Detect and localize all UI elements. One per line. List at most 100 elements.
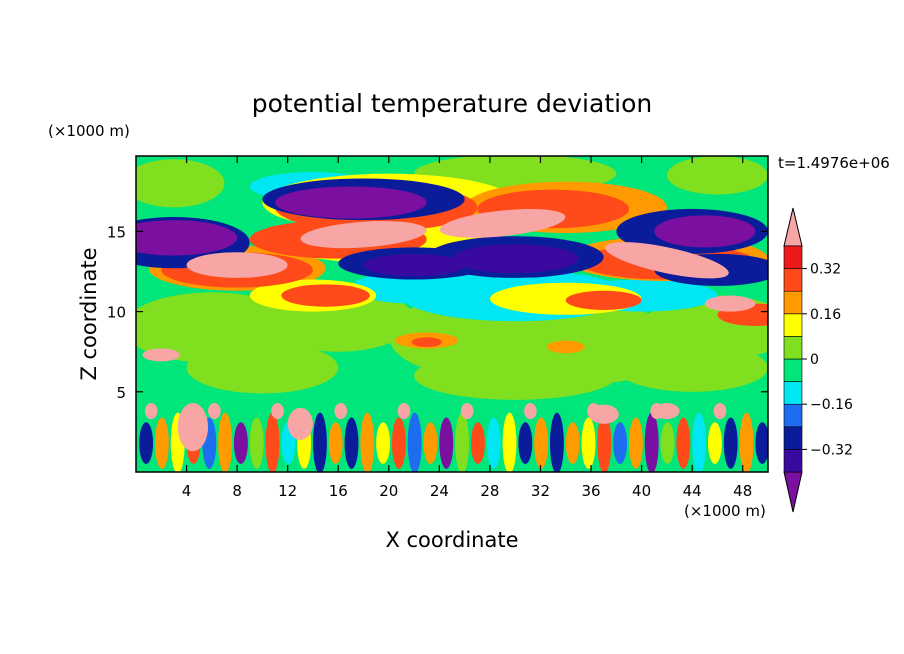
contour-patch xyxy=(518,422,533,464)
colorbar-band xyxy=(783,313,803,337)
contour-patch xyxy=(534,417,549,469)
contour-patch xyxy=(660,422,675,464)
colorbar-band xyxy=(783,336,803,360)
x-tick-label: 36 xyxy=(581,482,600,500)
contour-patch xyxy=(136,220,238,256)
colorbar-band xyxy=(783,449,803,473)
x-axis-label: X coordinate xyxy=(385,528,518,552)
contour-patch xyxy=(271,403,284,420)
x-tick-label: 24 xyxy=(430,482,449,500)
contour-patch xyxy=(546,340,585,354)
x-tick-label: 32 xyxy=(531,482,550,500)
contour-patch xyxy=(218,412,233,472)
x-unit-label: (×1000 m) xyxy=(684,502,766,520)
x-tick-label: 8 xyxy=(232,482,242,500)
contour-patch xyxy=(524,403,537,420)
contour-patch xyxy=(154,417,169,469)
contour-patch xyxy=(363,253,465,277)
contour-patch xyxy=(423,422,438,464)
contour-patch xyxy=(287,407,313,440)
contour-patch xyxy=(186,252,288,278)
contour-patch xyxy=(334,403,348,420)
contour-patch xyxy=(265,412,280,472)
contour-patch xyxy=(713,403,727,420)
contour-patch xyxy=(407,412,422,472)
contour-patch xyxy=(300,221,427,249)
contour-patch xyxy=(208,403,221,420)
colorbar-band xyxy=(783,381,803,405)
contour-patch xyxy=(397,403,411,420)
contour-patch xyxy=(654,403,680,420)
colorbar-band xyxy=(783,290,803,315)
contour-patch xyxy=(597,412,612,472)
x-tick-label: 12 xyxy=(278,482,297,500)
contour-patch xyxy=(704,295,756,312)
colorbar-band xyxy=(783,268,803,292)
contour-patch xyxy=(144,403,158,420)
contour-patch xyxy=(549,412,564,472)
contour-patch xyxy=(739,412,754,472)
time-label: t=1.4976e+06 xyxy=(778,154,890,172)
y-unit-label: (×1000 m) xyxy=(48,122,130,140)
contour-patch xyxy=(328,422,343,464)
x-tick-label: 44 xyxy=(683,482,702,500)
colorbar-band xyxy=(783,403,803,428)
contour-patch xyxy=(644,412,659,472)
colorbar: 0.32 0.16 0 −0.16 −0.32 xyxy=(783,207,853,513)
y-tick-label: 10 xyxy=(107,304,126,322)
colorbar-max-triangle xyxy=(783,207,803,247)
plot-area xyxy=(136,156,768,472)
x-tick-label: 20 xyxy=(379,482,398,500)
contour-patch xyxy=(676,417,691,469)
contour-patch xyxy=(142,348,181,362)
contour-patch xyxy=(470,422,485,464)
contour-patch xyxy=(654,215,756,248)
contour-field xyxy=(136,156,768,472)
contour-patch xyxy=(177,403,209,452)
contour-patch xyxy=(755,422,768,464)
colorbar-tick-label: 0.16 xyxy=(810,307,841,323)
x-tick-label: 48 xyxy=(733,482,752,500)
contour-patch xyxy=(411,337,442,347)
x-tick-label: 28 xyxy=(480,482,499,500)
contour-patch xyxy=(581,417,596,469)
contour-patch xyxy=(414,351,617,400)
contour-patch xyxy=(455,412,470,472)
colorbar-band xyxy=(783,358,803,382)
colorbar-band xyxy=(783,245,803,269)
colorbar-band xyxy=(783,426,803,450)
y-tick-label: 5 xyxy=(116,384,126,402)
contour-patch xyxy=(616,343,768,392)
contour-patch xyxy=(707,422,722,464)
contour-patch xyxy=(350,271,478,304)
contour-patch xyxy=(486,417,501,469)
contour-patch xyxy=(666,156,768,195)
contour-patch xyxy=(723,417,738,469)
contour-patch xyxy=(233,422,248,464)
y-axis: 5 10 15 xyxy=(107,223,768,402)
contour-patch xyxy=(344,417,359,469)
x-tick-label: 40 xyxy=(632,482,651,500)
contour-patch xyxy=(628,417,643,469)
contour-patch xyxy=(692,412,707,472)
contour-patch xyxy=(439,417,454,469)
colorbar-tick-label: 0 xyxy=(810,352,819,368)
contour-patch xyxy=(376,422,391,464)
contour-patch xyxy=(613,422,628,464)
contour-patch xyxy=(565,422,580,464)
colorbar-tick-label: −0.32 xyxy=(810,442,853,458)
contour-patch xyxy=(460,403,474,420)
contour-patch xyxy=(136,159,225,208)
y-tick-label: 15 xyxy=(107,223,126,241)
contour-patch xyxy=(249,417,264,469)
contour-patch xyxy=(360,412,375,472)
contour-patch xyxy=(186,342,339,394)
contour-patch xyxy=(605,242,729,279)
plot-frame xyxy=(135,155,769,473)
contour-patch xyxy=(588,404,619,424)
x-tick-label: 4 xyxy=(182,482,192,500)
contour-patch xyxy=(281,284,370,307)
contour-patch xyxy=(452,244,579,274)
x-axis: 4 8 12 16 20 24 28 32 36 40 44 48 xyxy=(182,156,752,500)
